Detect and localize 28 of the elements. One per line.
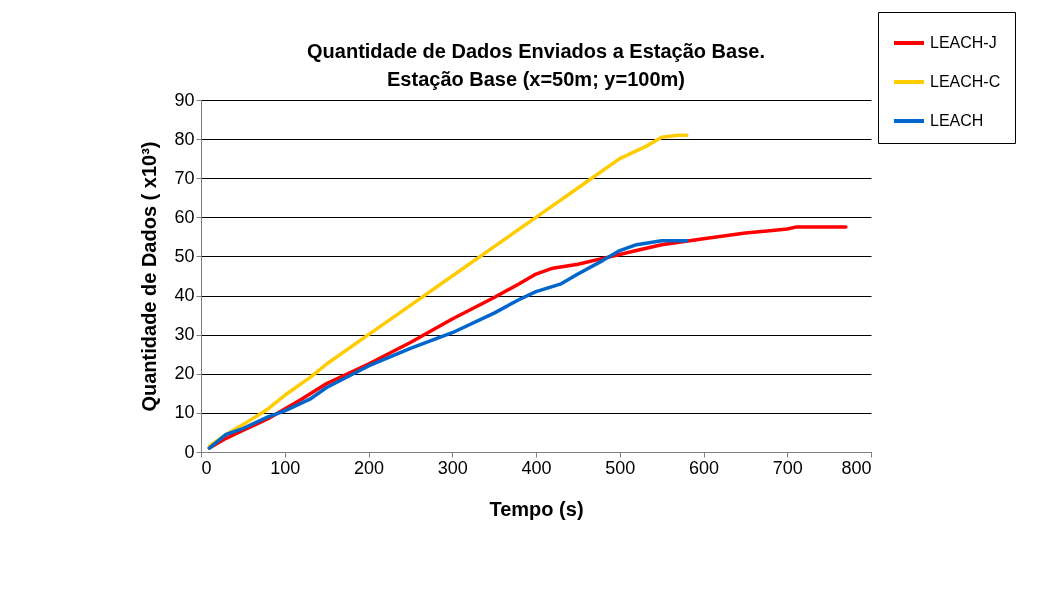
- line-series: [207, 239, 689, 450]
- x-axis-title: Tempo (s): [489, 497, 584, 520]
- y-tick-label: 70: [174, 167, 195, 188]
- x-tick-label: 400: [521, 457, 552, 478]
- x-tick-label: 500: [605, 457, 636, 478]
- y-tick-label: 30: [174, 324, 195, 345]
- chart-title: Quantidade de Dados Enviados a Estação Base.: [307, 39, 765, 62]
- chart-subtitle: Estação Base (x=50m; y=100m): [387, 67, 685, 90]
- x-tick-label: 0: [201, 457, 212, 478]
- y-tick-label: 20: [174, 363, 195, 384]
- x-tick-label: 300: [437, 457, 468, 478]
- x-tick-label: 600: [688, 457, 720, 478]
- y-tick-label: 90: [174, 89, 195, 110]
- y-tick-label: 0: [184, 441, 195, 462]
- x-tick-label: 100: [270, 457, 301, 478]
- line-series: [207, 133, 689, 448]
- x-tick-label: 200: [353, 457, 385, 478]
- y-axis-title: Quantidade de Dados ( x10³): [138, 141, 161, 412]
- y-tick-label: 10: [174, 402, 195, 423]
- x-tick-label: 800: [841, 457, 872, 478]
- y-tick-label: 50: [174, 245, 195, 266]
- y-tick-label: 80: [174, 128, 195, 149]
- x-tick-label: 700: [772, 457, 803, 478]
- y-tick-label: 40: [174, 285, 195, 306]
- legend-label: LEACH-C: [930, 73, 1001, 90]
- legend-label: LEACH: [930, 112, 984, 129]
- legend-label: LEACH-J: [930, 34, 997, 51]
- y-tick-label: 60: [174, 206, 195, 227]
